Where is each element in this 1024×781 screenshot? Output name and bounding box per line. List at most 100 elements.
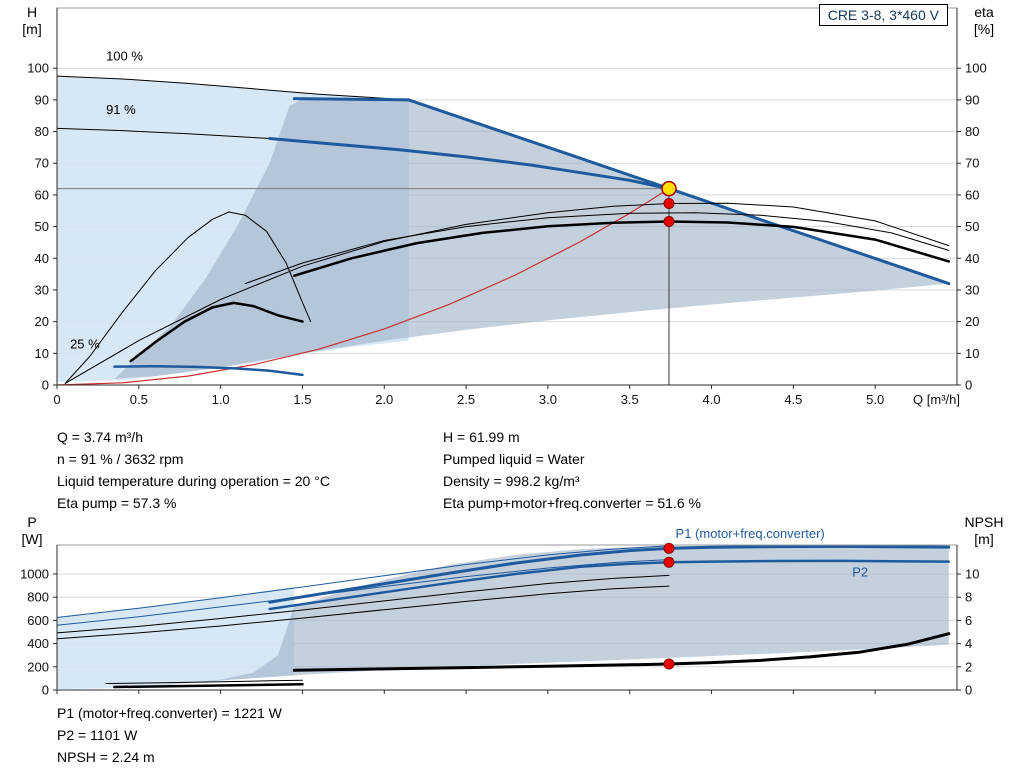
curve-eta-pump-25 — [64, 211, 312, 384]
npsh-axis-unit: [m] — [974, 531, 994, 547]
y-axis-tick-label: 10 — [35, 346, 49, 361]
label-p2: P2 — [852, 564, 868, 579]
power-envelope-light — [57, 586, 295, 690]
y-axis-tick-label: 100 — [27, 61, 49, 76]
duty-info-left: Q = 3.74 m³/h n = 91 % / 3632 rpm Liquid… — [57, 426, 330, 514]
curve-p-aux-2 — [56, 585, 670, 640]
power-info-block: P1 (motor+freq.converter) = 1221 W P2 = … — [57, 702, 282, 768]
x-axis-tick-label: 2.5 — [457, 392, 475, 407]
info-line-liquid: Pumped liquid = Water — [443, 451, 585, 467]
y-axis-tick-label: 0 — [42, 378, 49, 393]
x-axis-tick-label: 4.5 — [784, 392, 802, 407]
npsh-axis-symbol: NPSH — [964, 514, 1004, 530]
curve-eta-total-100 — [244, 212, 950, 285]
info-line-density: Density = 998.2 kg/m³ — [443, 473, 580, 489]
y2-axis-tick-label: 10 — [965, 567, 979, 582]
info-line-speed: n = 91 % / 3632 rpm — [57, 451, 184, 467]
power-envelope-dark — [114, 545, 949, 689]
y-axis-tick-label: 50 — [35, 219, 49, 234]
y2-axis-tick-label: 4 — [965, 636, 972, 651]
y2-axis-tick-label: 8 — [965, 590, 972, 605]
x-axis-tick-label: 0 — [53, 392, 60, 407]
point-npsh — [663, 658, 675, 670]
curve-p-25-thin — [105, 679, 303, 684]
curve-91pct-qh — [268, 137, 671, 191]
point-p1 — [663, 542, 675, 554]
info-line-npsh: NPSH = 2.24 m — [57, 749, 155, 765]
power-axis-label: P [W] — [14, 514, 50, 548]
curve-p2-91 — [268, 559, 951, 611]
y2-axis-tick-label: 80 — [965, 124, 979, 139]
y2-axis-tick-label: 0 — [965, 378, 972, 393]
x-axis-tick-label: 3.5 — [621, 392, 639, 407]
y-axis-tick-label: 800 — [27, 590, 49, 605]
label-91pct: 91 % — [106, 102, 136, 117]
operating-envelope-dark — [114, 98, 949, 379]
x-axis-tick-label: 0.5 — [130, 392, 148, 407]
x-axis-tick-label: 1.5 — [293, 392, 311, 407]
y-axis-tick-label: 0 — [42, 683, 49, 698]
info-line-eta-pump: Eta pump = 57.3 % — [57, 495, 177, 511]
y-axis-tick-label: 200 — [27, 659, 49, 674]
npsh-axis-label: NPSH [m] — [954, 514, 1014, 548]
eta-axis-label: eta [%] — [964, 4, 1004, 38]
info-line-p1: P1 (motor+freq.converter) = 1221 W — [57, 705, 282, 721]
curve-eta-total-25 — [129, 301, 304, 363]
label-25pct: 25 % — [70, 337, 100, 352]
y-axis-tick-label: 80 — [35, 124, 49, 139]
curve-p1-91 — [268, 544, 951, 604]
curve-eta-pump — [64, 202, 950, 384]
x-axis-tick-label: 4.0 — [703, 392, 721, 407]
y2-axis-tick-label: 100 — [965, 61, 987, 76]
x-axis-tick-label: 3.0 — [539, 392, 557, 407]
curve-p1-100 — [56, 545, 670, 618]
eta-axis-symbol: eta — [974, 4, 994, 20]
label-100pct: 100 % — [106, 48, 143, 63]
info-line-flow: Q = 3.74 m³/h — [57, 429, 143, 445]
y-axis-tick-label: 70 — [35, 156, 49, 171]
y2-axis-tick-label: 30 — [965, 282, 979, 297]
info-line-head: H = 61.99 m — [443, 429, 520, 445]
y-axis-tick-label: 40 — [35, 251, 49, 266]
curve-max-speed-envelope — [292, 97, 951, 286]
head-axis-symbol: H — [26, 4, 38, 20]
y2-axis-tick-label: 60 — [965, 187, 979, 202]
qh-eta-chart: 0 10 20 30 40 50 60 70 80 90 100 0 10 20 30 40 50 60 70 80 9… — [27, 7, 987, 407]
duty-point-qh[interactable] — [661, 180, 677, 197]
y-axis-tick-label: 1000 — [20, 567, 49, 582]
y-axis-tick-label: 600 — [27, 613, 49, 628]
x-axis-tick-label: 2.0 — [375, 392, 393, 407]
y2-axis-tick-label: 2 — [965, 659, 972, 674]
y-axis-tick-label: 30 — [35, 282, 49, 297]
curve-system-qh — [56, 188, 670, 386]
eta-axis-unit: [%] — [973, 21, 995, 37]
y2-axis-tick-label: 90 — [965, 92, 979, 107]
y-axis-tick-label: 20 — [35, 314, 49, 329]
y2-axis-tick-label: 10 — [965, 346, 979, 361]
curve-100pct-qh-thin — [56, 75, 410, 101]
label-p1: P1 (motor+freq.converter) — [676, 526, 825, 541]
power-npsh-chart: 0 200 400 600 800 1000 0 2 4 6 8 10 P1 (motor+freq.c… — [20, 526, 979, 697]
y2-axis-tick-label: 70 — [965, 156, 979, 171]
y2-axis-tick-label: 6 — [965, 613, 972, 628]
point-p2 — [663, 556, 675, 568]
curve-25pct-qh — [113, 365, 304, 377]
x-axis-unit-label: Q [m³/h] — [913, 392, 960, 407]
info-line-eta-total: Eta pump+motor+freq.converter = 51.6 % — [443, 495, 701, 511]
x-axis-tick-label: 1.0 — [212, 392, 230, 407]
power-axis-unit: [W] — [21, 531, 43, 547]
curve-91pct-qh-lead — [56, 127, 271, 139]
x-axis-tick-label: 5.0 — [866, 392, 884, 407]
curve-eta-total-91 — [293, 220, 951, 277]
y2-axis-tick-label: 50 — [965, 219, 979, 234]
y2-axis-tick-label: 20 — [965, 314, 979, 329]
curve-npsh — [292, 632, 951, 672]
curve-p-25 — [113, 683, 304, 689]
pump-model-title: CRE 3-8, 3*460 V — [818, 4, 948, 26]
duty-info-right: H = 61.99 m Pumped liquid = Water Densit… — [443, 426, 701, 514]
point-eta-pump — [663, 197, 675, 209]
y-axis-tick-label: 60 — [35, 187, 49, 202]
info-line-p2: P2 = 1101 W — [57, 727, 138, 743]
